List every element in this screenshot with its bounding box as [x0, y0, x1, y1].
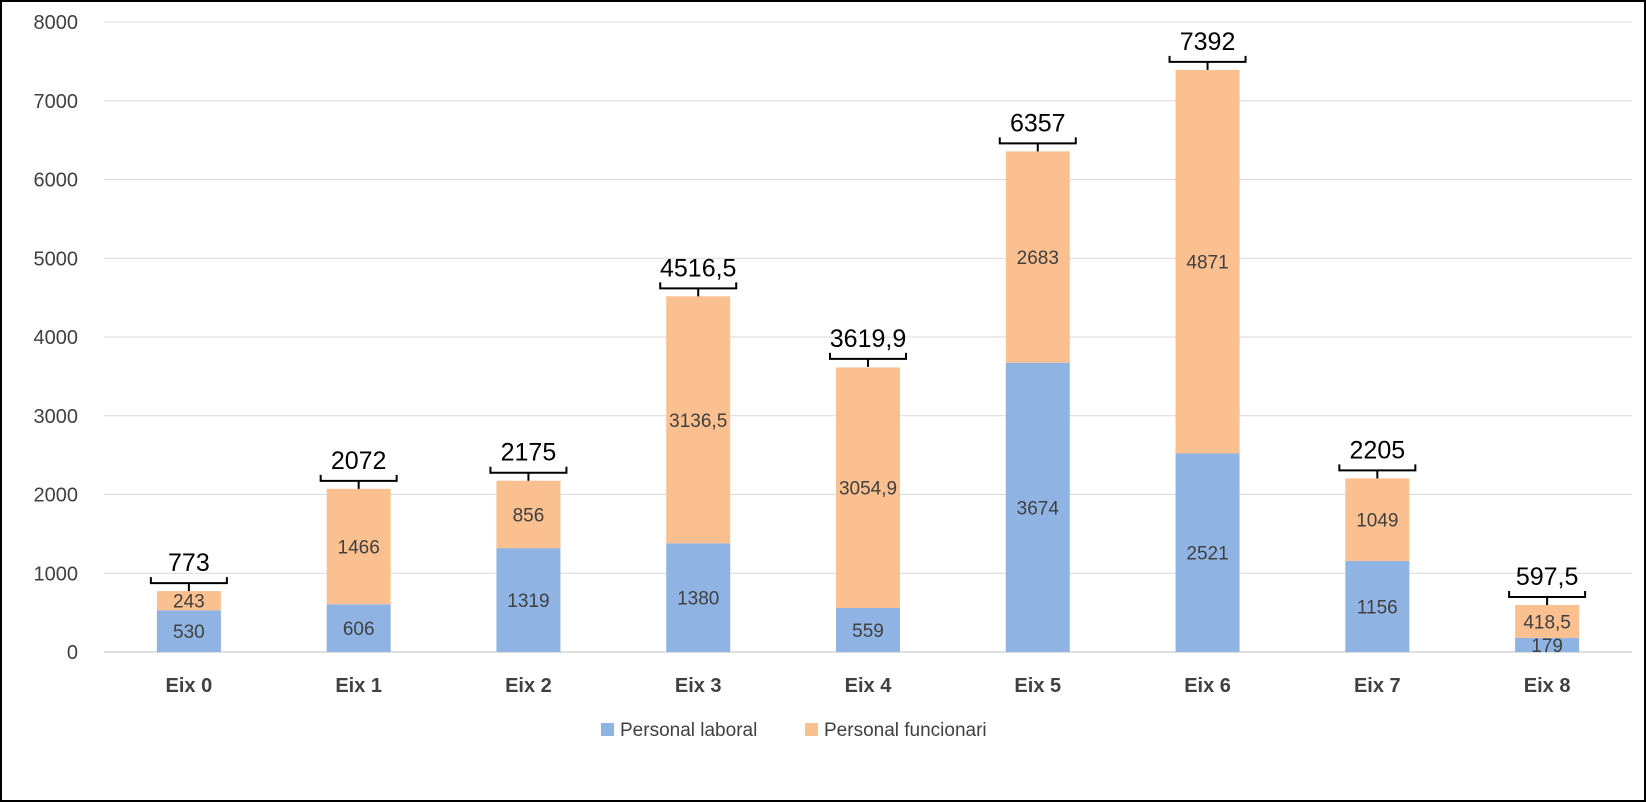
total-label: 6357 [1010, 109, 1066, 137]
total-label: 773 [168, 549, 210, 577]
data-label: 530 [173, 622, 205, 643]
y-tick-label: 6000 [34, 170, 79, 192]
data-label: 179 [1531, 636, 1563, 657]
data-label: 1156 [1357, 597, 1398, 618]
bar-segment [666, 543, 731, 652]
data-label: 1319 [507, 591, 549, 612]
bar-segment [326, 604, 391, 652]
total-label: 597,5 [1516, 563, 1579, 591]
bar-segment [1005, 151, 1070, 363]
x-axis: Eix 0 Eix 1 Eix 2 Eix 3 Eix 4 Eix 5 Eix 6 Eix 7… [166, 675, 1571, 697]
total-label: 4516,5 [660, 254, 736, 282]
total-bracket: 3619,9 [829, 325, 907, 367]
data-label: 2521 [1186, 544, 1228, 565]
bar-segment [156, 610, 221, 652]
legend-swatch [805, 723, 818, 736]
data-label: 3136,5 [669, 411, 727, 432]
total-bracket: 773 [149, 549, 228, 592]
bar-segment [1345, 560, 1410, 652]
bar-segment [496, 480, 561, 549]
x-tick-label: Eix 7 [1354, 675, 1401, 697]
data-label: 1380 [677, 589, 719, 610]
bar-segment [666, 296, 731, 544]
bar-segment [1175, 453, 1240, 652]
total-bracket: 7392 [1168, 28, 1247, 70]
total-bracket: 2072 [319, 447, 398, 489]
y-tick-label: 1000 [34, 563, 79, 585]
total-bracket-line [998, 137, 1077, 152]
legend-label: Personal funcionari [824, 720, 987, 741]
bar-segment [496, 548, 561, 652]
total-label: 3619,9 [830, 325, 906, 353]
total-bracket: 2175 [489, 439, 568, 481]
bar-segment [836, 607, 900, 652]
legend: Personal laboral Personal funcionari [601, 720, 987, 741]
x-tick-label: Eix 6 [1184, 675, 1231, 697]
total-bracket: 597,5 [1508, 563, 1587, 605]
bar-segment [1515, 637, 1580, 652]
y-tick-label: 4000 [34, 327, 79, 349]
x-tick-label: Eix 2 [505, 675, 552, 697]
total-bracket: 4516,5 [659, 254, 738, 297]
bar-segment [1175, 69, 1240, 454]
data-label: 3674 [1017, 498, 1060, 519]
data-label: 559 [852, 621, 884, 642]
bar-segment [1005, 362, 1070, 652]
data-label: 4871 [1186, 253, 1228, 274]
data-label: 418,5 [1523, 612, 1571, 633]
x-tick-label: Eix 1 [335, 675, 382, 697]
total-bracket-line [829, 352, 907, 367]
y-tick-label: 0 [67, 642, 78, 664]
data-label: 856 [513, 505, 545, 526]
total-label: 2205 [1350, 436, 1406, 464]
y-tick-label: 7000 [34, 91, 79, 113]
x-tick-label: Eix 4 [845, 675, 893, 697]
total-label: 2175 [501, 439, 557, 467]
total-label: 7392 [1180, 28, 1236, 56]
total-bracket-line [1168, 55, 1247, 70]
total-bracket-line [149, 577, 228, 592]
bar-segment [1345, 478, 1410, 561]
total-bracket: 2205 [1338, 436, 1417, 479]
y-tick-label: 2000 [34, 485, 79, 507]
data-label: 606 [343, 619, 375, 640]
legend-label: Personal laboral [620, 720, 757, 741]
y-axis: 0 1000 2000 3000 4000 5000 6000 7000 8000 [34, 12, 79, 664]
x-tick-label: Eix 0 [166, 675, 213, 697]
y-tick-label: 5000 [34, 248, 79, 270]
y-tick-label: 3000 [34, 406, 79, 428]
bar-segment [156, 591, 221, 611]
bars: 530 243 773 606 1466 2072 1319 856 2175 1380 3136,… [149, 28, 1587, 657]
total-bracket: 6357 [998, 109, 1077, 152]
data-label: 243 [173, 592, 205, 613]
y-tick-label: 8000 [34, 12, 79, 34]
x-tick-label: Eix 8 [1524, 675, 1571, 697]
bar-segment [836, 367, 900, 608]
legend-swatch [601, 723, 614, 736]
x-tick-label: Eix 3 [675, 675, 722, 697]
bar-segment [326, 488, 391, 605]
data-label: 1049 [1356, 511, 1398, 532]
total-bracket-line [489, 466, 568, 481]
x-tick-label: Eix 5 [1014, 675, 1061, 697]
total-bracket-line [319, 474, 398, 489]
data-label: 3054,9 [839, 479, 897, 500]
total-bracket-line [1508, 590, 1587, 605]
data-label: 1466 [338, 538, 380, 559]
total-bracket-line [1338, 464, 1417, 479]
total-bracket-line [659, 282, 738, 297]
data-label: 2683 [1017, 248, 1059, 269]
total-label: 2072 [331, 447, 387, 475]
bar-segment [1515, 604, 1580, 638]
